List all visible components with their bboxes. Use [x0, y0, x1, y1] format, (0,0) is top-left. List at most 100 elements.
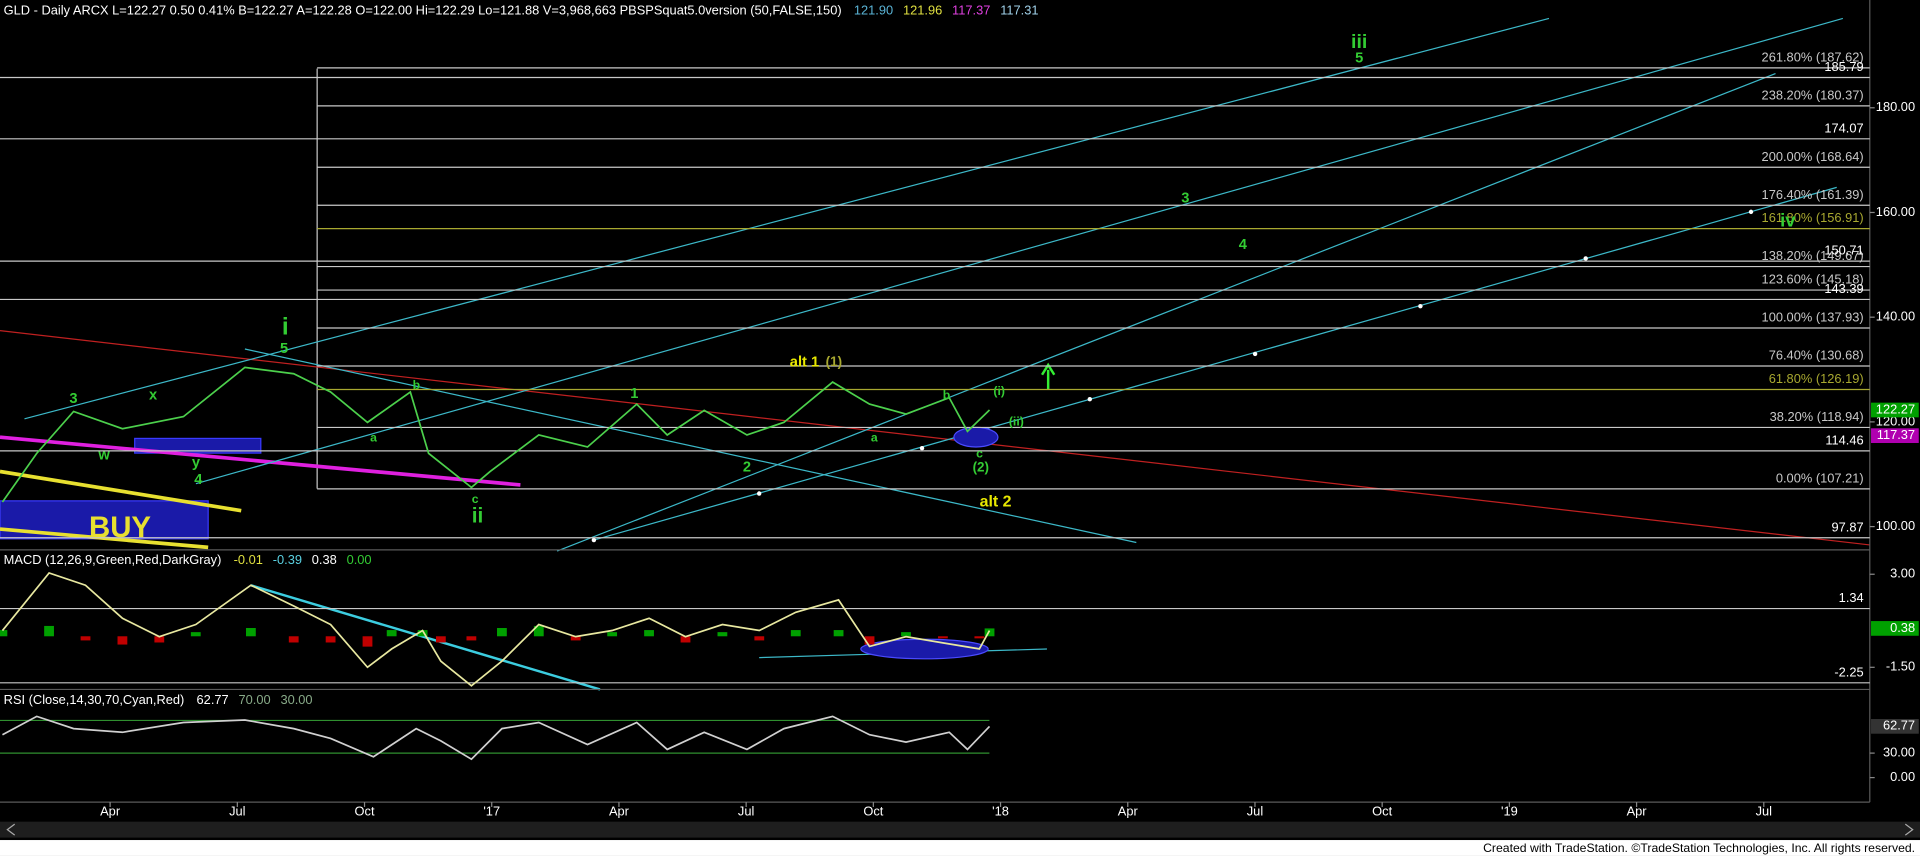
drawings: [0, 17, 1870, 691]
histogram-bar: [607, 632, 618, 637]
channel-dots: [591, 209, 1754, 543]
trend-line: [0, 469, 242, 513]
price-level-label: 143.39: [1824, 281, 1863, 296]
title-value: 70.00: [238, 692, 270, 707]
histogram-bar: [386, 630, 397, 637]
x-tick-label: '17: [483, 803, 500, 818]
fib-level-label: 0.00% (107.21): [1776, 470, 1864, 485]
footer-bar: [0, 840, 1920, 856]
histogram-bar: [117, 636, 128, 645]
title-value: 62.77: [197, 692, 229, 707]
wave-label: 5: [280, 341, 288, 357]
histogram-bar: [680, 636, 691, 643]
fib-level-label: 200.00% (168.64): [1762, 149, 1864, 164]
x-tick-label: Apr: [609, 803, 630, 818]
fib-level-label: 138.20% (149.67): [1762, 248, 1864, 263]
histogram-bar: [644, 630, 654, 637]
histogram-bar: [190, 632, 201, 637]
x-tick-label: Jul: [738, 803, 754, 818]
wave-label: BUY: [89, 511, 151, 544]
title-value: 0.38: [312, 552, 337, 567]
y-tick-label: 30.00: [1883, 744, 1915, 759]
value-tag-label: 0.38: [1890, 620, 1915, 635]
title-value: 117.31: [1000, 2, 1038, 17]
histogram-bar: [466, 636, 477, 641]
fib-level-label: 61.80% (126.19): [1769, 371, 1864, 386]
title-value: -0.39: [273, 552, 302, 567]
scroll-right[interactable]: [1904, 823, 1914, 836]
histogram-bar: [245, 628, 256, 637]
histogram-bar: [325, 636, 336, 643]
fib-level-label: 161.80% (156.91): [1762, 210, 1864, 225]
value-tag-label: 62.77: [1883, 718, 1915, 733]
price-level-label: 174.07: [1824, 120, 1863, 135]
panel-title: MACD (12,26,9,Green,Red,DarkGray): [4, 552, 222, 567]
title-value: -0.01: [234, 552, 263, 567]
wave-label: iv: [1780, 210, 1796, 231]
histogram-bar: [533, 625, 544, 637]
wave-label: 5: [1355, 51, 1363, 67]
x-tick-label: Jul: [1756, 803, 1772, 818]
channel-line: [244, 348, 1137, 544]
fib-level-label: 176.40% (161.39): [1762, 187, 1864, 202]
wave-label: y: [192, 455, 201, 471]
fib-level-label: 261.80% (187.62): [1762, 49, 1864, 64]
y-tick-label: 140.00: [1876, 309, 1915, 324]
up-arrow: [1041, 362, 1056, 390]
level-label: 1.34: [1839, 590, 1864, 605]
wave-label: b: [943, 388, 950, 402]
channel-line: [593, 186, 1837, 541]
x-tick-label: Apr: [100, 803, 121, 818]
histogram-bar: [937, 636, 948, 639]
wave-label: b: [413, 378, 420, 392]
channel-line: [24, 17, 1550, 420]
fib-level-label: 100.00% (137.93): [1762, 310, 1864, 325]
footer: Created with TradeStation. ©TradeStation…: [1483, 841, 1915, 855]
histogram-bar: [864, 636, 875, 645]
wave-label: 4: [194, 472, 203, 488]
wave-label: 3: [69, 391, 77, 407]
wave-label: (i): [993, 384, 1005, 398]
wave-label: a: [370, 431, 377, 445]
wave-label: a: [871, 431, 878, 445]
scrollbar[interactable]: [0, 821, 1920, 838]
fib-level-label: 38.20% (118.94): [1770, 409, 1864, 424]
fib-level-label: 238.20% (180.37): [1762, 87, 1864, 102]
macd-trend-line: [250, 584, 601, 691]
series-line: [1, 366, 991, 503]
histogram-bar: [984, 628, 995, 637]
highlight-ellipse: [953, 426, 999, 448]
histogram-bar: [717, 632, 728, 637]
fib-level-label: 76.40% (130.68): [1769, 348, 1864, 363]
histogram-bar: [0, 630, 8, 637]
wave-label: 3: [1181, 190, 1189, 206]
x-tick-label: Oct: [863, 803, 883, 818]
histogram-bar: [754, 636, 765, 641]
title-value: 30.00: [280, 692, 312, 707]
value-tag-label: 117.37: [1877, 427, 1915, 442]
x-tick-label: Apr: [1118, 803, 1139, 818]
title-value: 117.37: [952, 2, 990, 17]
histogram-bar: [833, 630, 844, 637]
value-tag: [1871, 621, 1919, 636]
title-value: 0.00: [347, 552, 372, 567]
value-tag-label: 122.27: [1876, 401, 1915, 416]
y-tick-label: -1.50: [1886, 659, 1915, 674]
trend-line: [0, 330, 1870, 546]
y-tick-label: 160.00: [1876, 204, 1915, 219]
fib-level-label: 123.60% (145.18): [1762, 272, 1864, 287]
price-level-label: 150.71: [1824, 243, 1863, 258]
wave-label: c: [976, 447, 983, 461]
scroll-left[interactable]: [6, 823, 16, 836]
x-tick-label: Apr: [1627, 803, 1648, 818]
histogram-bar: [417, 630, 428, 637]
y-tick-label: 100.00: [1876, 518, 1915, 533]
wave-label: 1: [630, 386, 638, 402]
histogram-bar: [901, 632, 911, 637]
x-tick-label: '19: [1501, 803, 1518, 818]
zone: [134, 437, 262, 454]
wave-label: (2): [973, 459, 989, 474]
channel-line: [195, 17, 1844, 485]
